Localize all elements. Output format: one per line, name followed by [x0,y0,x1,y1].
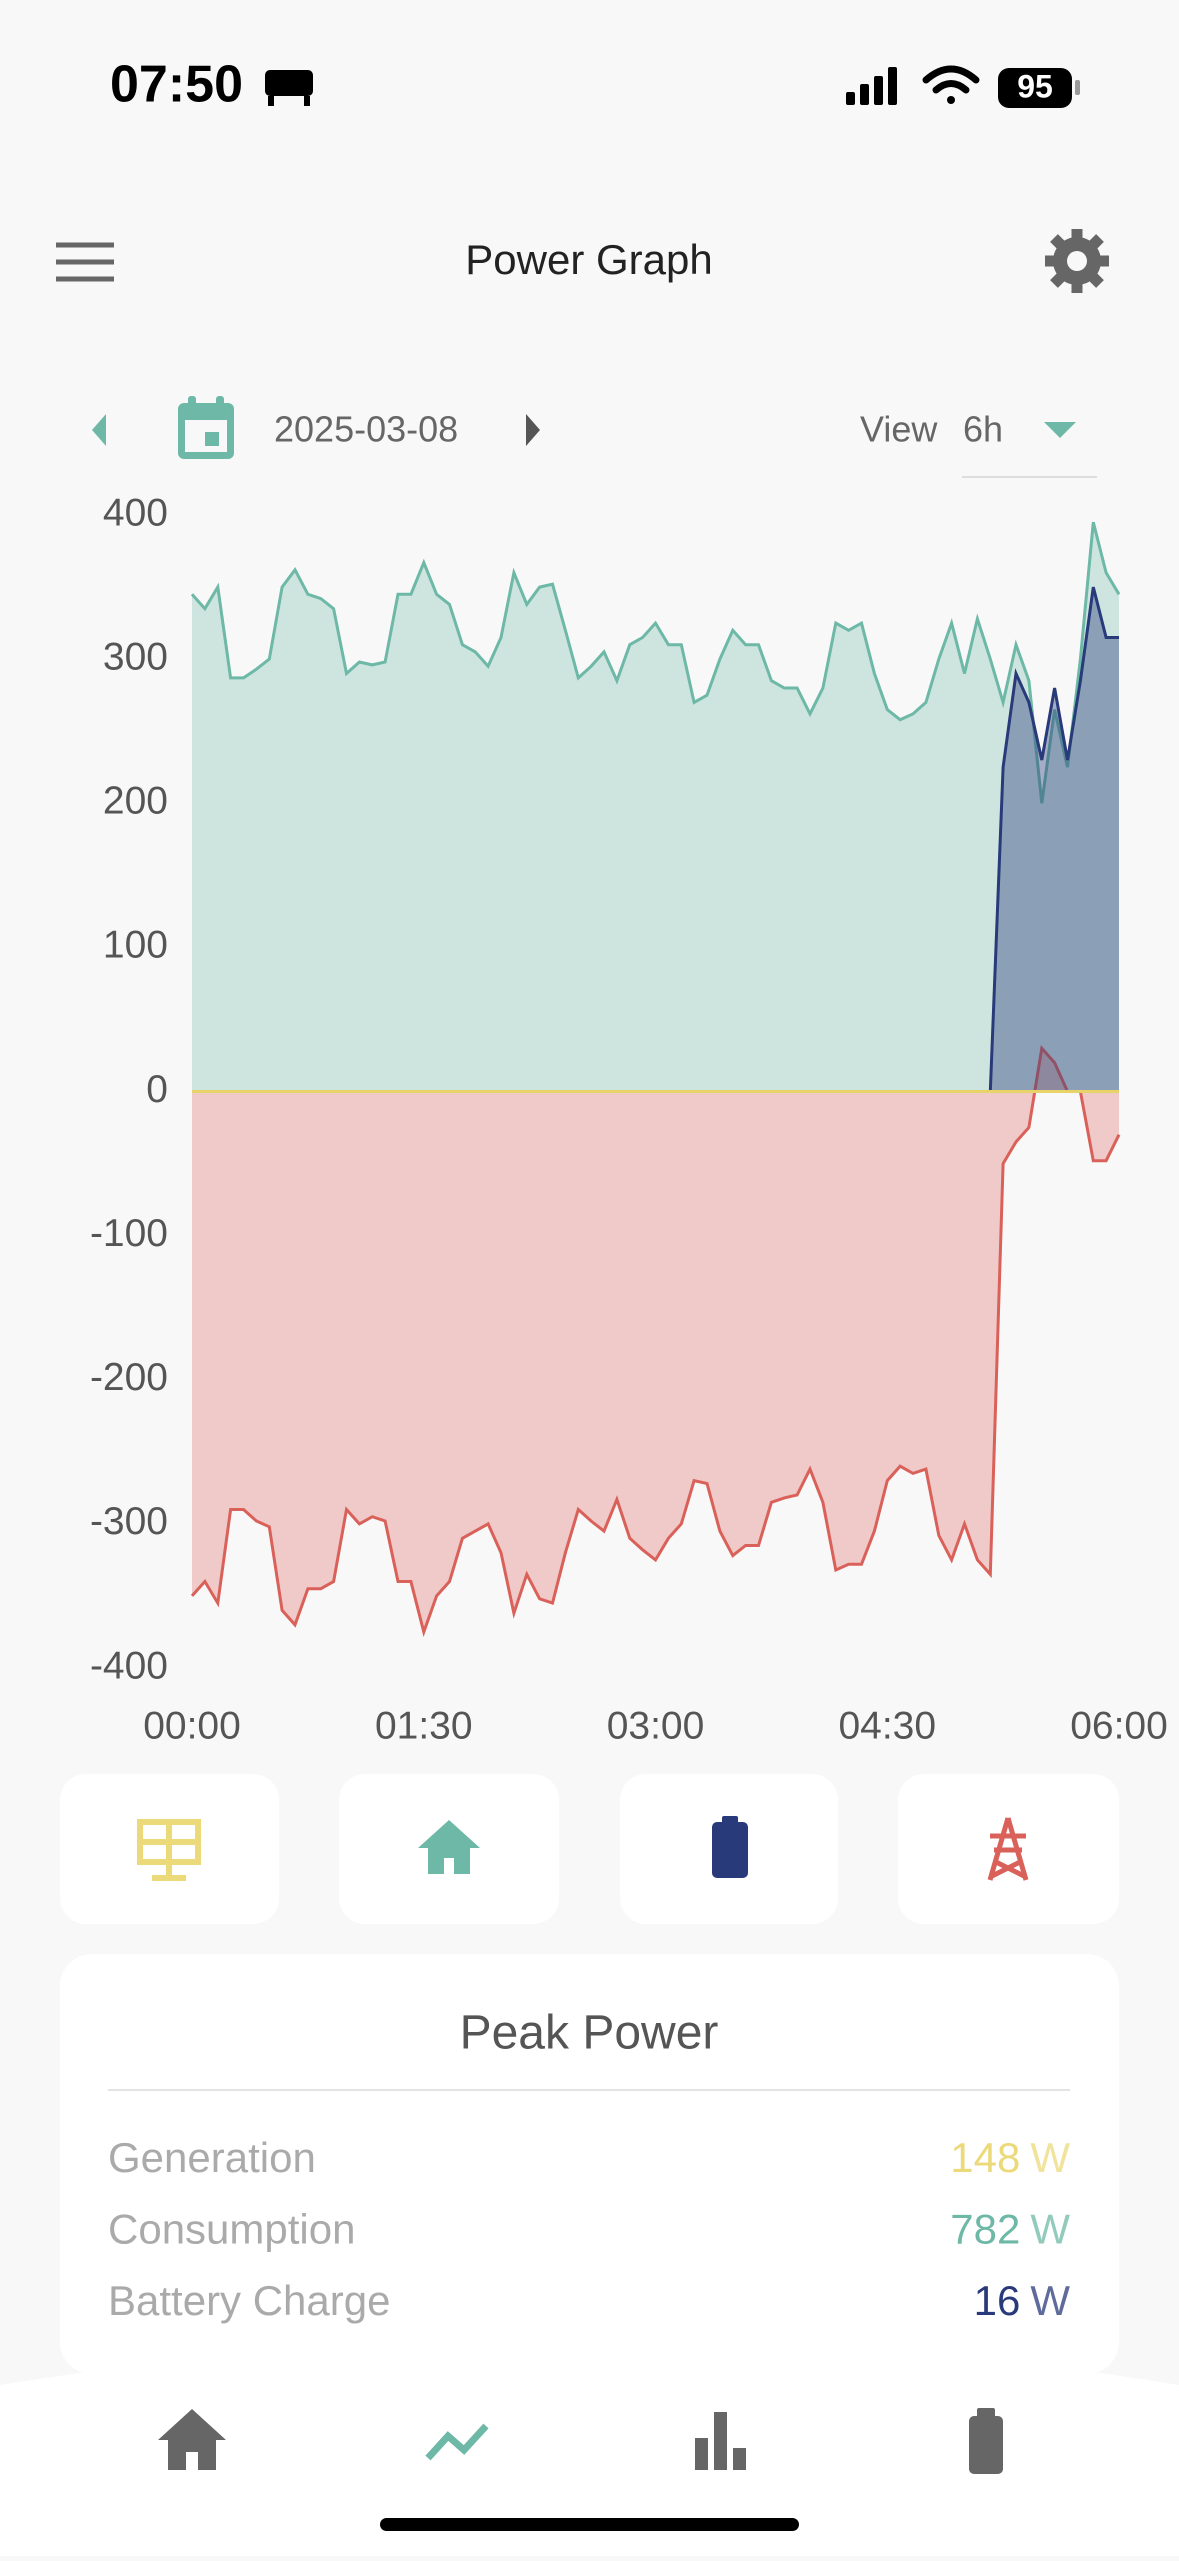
battery-level: 95 [1017,68,1053,104]
nav-home[interactable] [158,2409,226,2470]
area-line [190,521,1121,804]
calendar-button[interactable] [178,396,234,459]
y-tick-label: -100 [90,1212,168,1255]
row-label: Battery Charge [108,2277,390,2324]
date-label[interactable]: 2025-03-08 [274,409,458,450]
view-dropdown[interactable]: 6h [962,409,1097,478]
x-tick-label: 01:30 [375,1704,473,1747]
nav-graph[interactable] [425,2423,489,2461]
x-tick-label: 03:00 [607,1704,705,1747]
peak-unit: W [1030,2206,1070,2253]
area-fill [192,587,1119,1092]
sleep-icon [265,70,313,106]
settings-button[interactable] [1045,229,1109,293]
x-tick-label: 00:00 [143,1704,241,1747]
area-fill [192,522,1119,1092]
signal-icon [846,67,897,105]
x-tick-label: 06:00 [1070,1704,1168,1747]
page-title: Power Graph [465,236,712,283]
y-tick-label: 300 [103,635,168,678]
generation-toggle[interactable] [60,1774,279,1924]
consumption-toggle[interactable] [339,1774,559,1924]
status-time: 07:50 [110,56,243,114]
y-tick-label: 0 [146,1068,168,1111]
y-tick-label: 200 [103,780,168,823]
peak-unit: W [1030,2134,1070,2181]
area-fill [192,1048,1119,1632]
peak-value: 148 [950,2134,1020,2181]
row-value: 782 W [950,2206,1070,2253]
power-chart: -400 -300 -200 -100 0 100 200 300 400 00:00 01:30 0… [90,491,1168,1747]
peak-unit: W [1030,2277,1070,2324]
grid-toggle[interactable] [898,1774,1119,1924]
y-tick-label: -300 [90,1500,168,1543]
battery-icon: 95 [998,68,1080,108]
prev-day-button[interactable] [92,414,106,446]
battery-toggle[interactable] [620,1774,838,1924]
x-tick-label: 04:30 [838,1704,936,1747]
y-tick-label: -400 [90,1644,168,1687]
y-tick-label: 100 [103,924,168,967]
menu-button[interactable] [56,242,114,282]
bottom-nav [0,2337,1179,2556]
row-value: 16 W [974,2277,1071,2324]
view-value: 6h [963,409,1003,450]
wifi-icon [922,65,980,104]
card-title: Peak Power [460,2007,719,2060]
y-tick-label: -200 [90,1356,168,1399]
row-label: Generation [108,2134,316,2181]
nav-stats[interactable] [695,2412,746,2470]
peak-value: 16 [974,2277,1021,2324]
row-label: Consumption [108,2206,355,2253]
area-line [190,1044,1121,1638]
y-tick-label: 400 [103,491,168,534]
peak-value: 782 [950,2206,1020,2253]
row-value: 148 W [950,2134,1070,2181]
nav-battery[interactable] [969,2408,1003,2474]
home-indicator [380,2518,799,2531]
view-label: View [860,409,938,450]
next-day-button[interactable] [526,414,540,446]
